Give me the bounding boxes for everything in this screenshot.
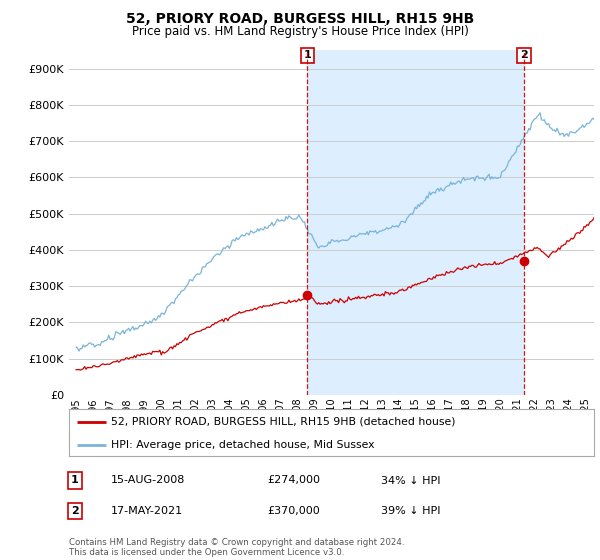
Text: Contains HM Land Registry data © Crown copyright and database right 2024.
This d: Contains HM Land Registry data © Crown c…	[69, 538, 404, 557]
Text: 52, PRIORY ROAD, BURGESS HILL, RH15 9HB: 52, PRIORY ROAD, BURGESS HILL, RH15 9HB	[126, 12, 474, 26]
Text: 17-MAY-2021: 17-MAY-2021	[111, 506, 183, 516]
Text: 1: 1	[71, 475, 79, 486]
Bar	[307, 50, 524, 395]
Text: 34% ↓ HPI: 34% ↓ HPI	[381, 475, 440, 486]
Text: 39% ↓ HPI: 39% ↓ HPI	[381, 506, 440, 516]
Text: £370,000: £370,000	[267, 506, 320, 516]
Text: HPI: Average price, detached house, Mid Sussex: HPI: Average price, detached house, Mid …	[111, 440, 374, 450]
Text: 15-AUG-2008: 15-AUG-2008	[111, 475, 185, 486]
Text: 2: 2	[71, 506, 79, 516]
Text: Price paid vs. HM Land Registry's House Price Index (HPI): Price paid vs. HM Land Registry's House …	[131, 25, 469, 38]
Text: 2: 2	[520, 50, 528, 60]
Text: 52, PRIORY ROAD, BURGESS HILL, RH15 9HB (detached house): 52, PRIORY ROAD, BURGESS HILL, RH15 9HB …	[111, 417, 455, 427]
Text: 1: 1	[304, 50, 311, 60]
Text: £274,000: £274,000	[267, 475, 320, 486]
